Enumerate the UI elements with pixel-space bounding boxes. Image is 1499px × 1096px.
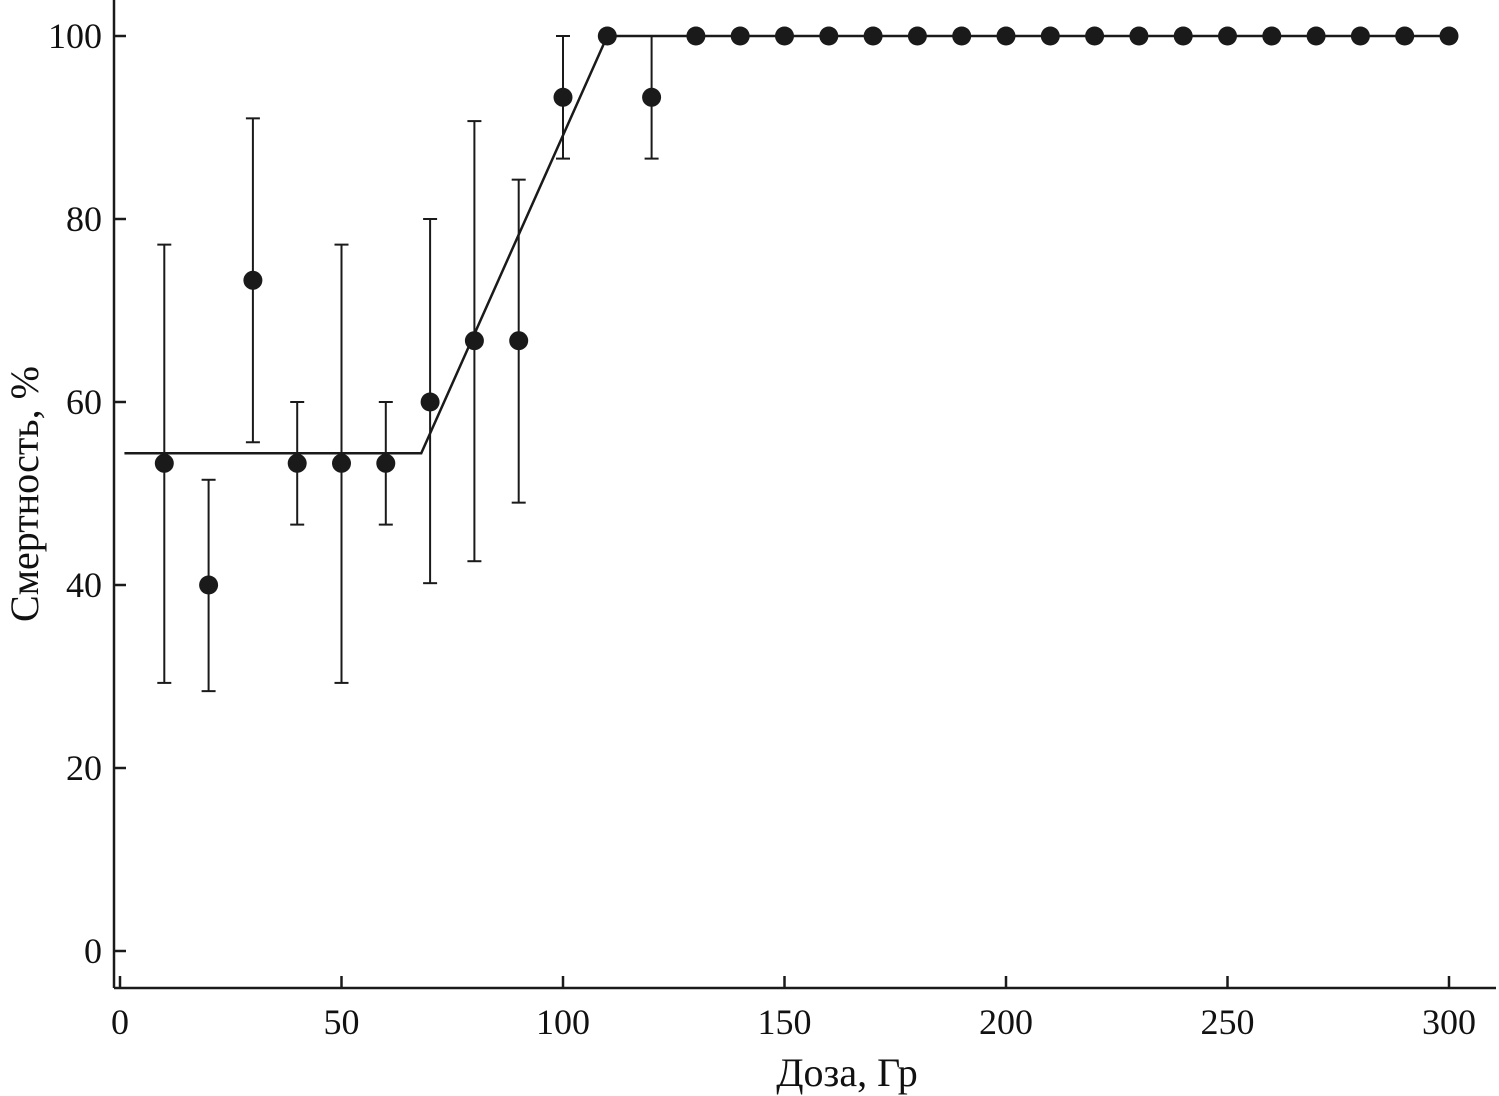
y-tick-label: 20: [66, 748, 102, 788]
x-tick-label: 200: [979, 1002, 1033, 1042]
data-point: [199, 575, 219, 595]
data-point: [863, 26, 883, 46]
data-point: [287, 453, 307, 473]
x-tick-label: 150: [758, 1002, 812, 1042]
data-point: [597, 26, 617, 46]
data-point: [1218, 26, 1237, 46]
data-point: [1173, 26, 1193, 46]
data-point: [1040, 26, 1060, 46]
data-point: [332, 453, 351, 473]
data-point: [819, 26, 839, 46]
data-point: [464, 331, 484, 351]
data-point: [1306, 26, 1326, 46]
x-tick-label: 0: [111, 1002, 129, 1042]
data-point: [376, 453, 396, 473]
fit-line-group: [124, 34, 1454, 455]
data-point: [1085, 26, 1105, 46]
data-point: [1439, 26, 1459, 46]
y-tick-label: 40: [66, 565, 102, 605]
y-axis-title: Смертность, %: [2, 366, 47, 622]
data-point: [154, 453, 174, 473]
x-tick-label: 50: [324, 1002, 360, 1042]
data-point: [775, 26, 794, 46]
x-ticks: 0 50 100 150 200 250 300: [111, 976, 1476, 1042]
y-tick-label: 80: [66, 199, 102, 239]
data-point: [996, 26, 1016, 46]
data-point: [509, 331, 529, 351]
data-point: [730, 26, 750, 46]
data-point: [907, 26, 927, 46]
data-point: [553, 87, 573, 107]
data-point: [1395, 26, 1415, 46]
data-point: [686, 26, 706, 46]
fit-line: [124, 34, 1454, 455]
data-point: [642, 87, 662, 107]
y-tick-label: 100: [48, 16, 102, 56]
y-tick-label: 60: [66, 382, 102, 422]
data-points: [154, 26, 1459, 595]
data-point: [420, 392, 440, 412]
error-bars: [157, 35, 659, 693]
y-tick-label: 0: [84, 931, 102, 971]
axes: [112, 0, 1496, 990]
x-tick-label: 250: [1201, 1002, 1255, 1042]
x-tick-label: 100: [536, 1002, 590, 1042]
x-axis-title: Доза, Гр: [776, 1050, 917, 1095]
data-point: [952, 26, 972, 46]
data-point: [1262, 26, 1282, 46]
data-point: [243, 270, 263, 290]
data-point: [1350, 26, 1370, 46]
x-tick-label: 300: [1422, 1002, 1476, 1042]
y-ticks: 0 20 40 60 80 100: [48, 16, 126, 971]
data-point: [1129, 26, 1149, 46]
